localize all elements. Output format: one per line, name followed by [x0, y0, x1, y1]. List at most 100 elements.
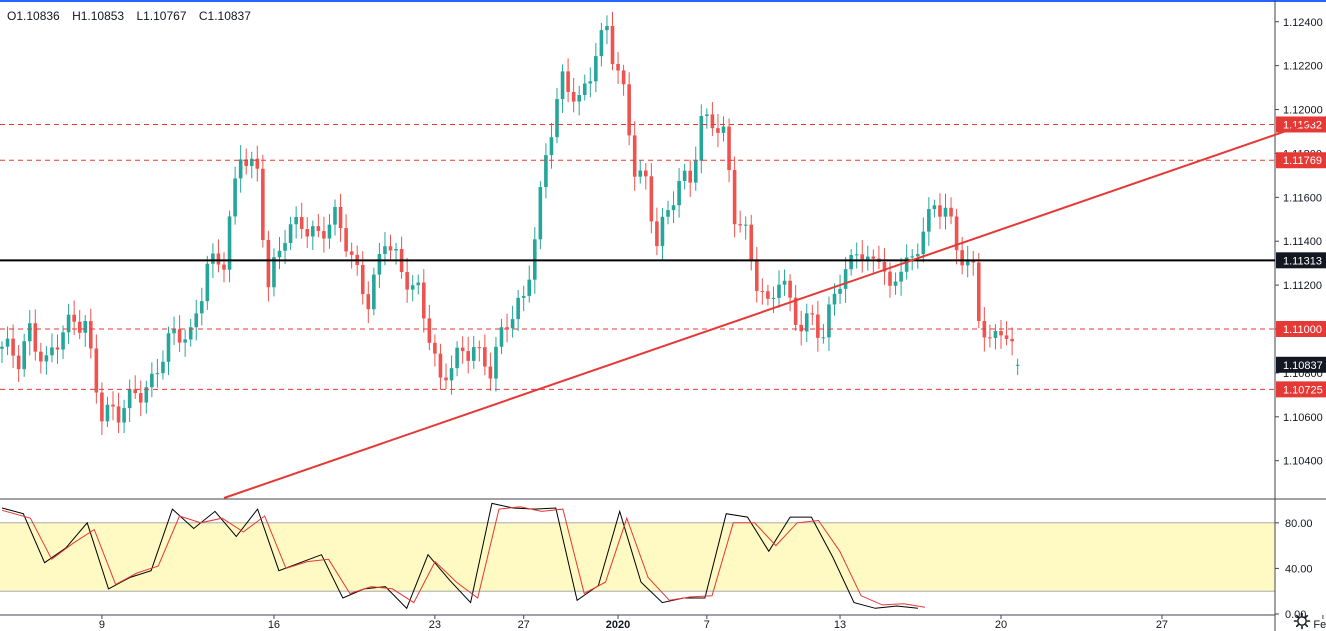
- candle-body: [1010, 338, 1014, 342]
- candle-body: [133, 389, 137, 394]
- candle-body: [283, 243, 287, 251]
- candle-body: [510, 319, 515, 329]
- stoch-band: [0, 522, 1275, 592]
- candle-body: [571, 91, 576, 102]
- stoch-k-line: [1, 502, 918, 610]
- candle-body: [960, 250, 964, 266]
- candle-body: [710, 114, 715, 129]
- candle-body: [965, 259, 970, 266]
- candle-body: [427, 318, 432, 343]
- candle-body: [249, 158, 254, 166]
- stoch-tick-label: 0.00: [1285, 609, 1306, 621]
- price-tick-label: 1.11600: [1283, 192, 1322, 204]
- candle-body: [466, 351, 470, 361]
- candle-body: [621, 70, 626, 85]
- candle-body: [488, 366, 493, 379]
- candle-body: [477, 347, 482, 349]
- candle-body: [183, 339, 187, 343]
- candle-body: [977, 262, 981, 321]
- candle-body: [255, 158, 260, 169]
- candle-body: [200, 301, 204, 314]
- level-price-label: 1.11769: [1283, 155, 1322, 167]
- candle-body: [888, 271, 892, 286]
- candle-body: [261, 168, 265, 240]
- candle-body: [327, 224, 332, 239]
- candle-body: [788, 280, 792, 298]
- candle-body: [943, 207, 948, 217]
- candle-body: [693, 160, 698, 183]
- candle-body: [499, 327, 504, 347]
- time-tick-label: 13: [834, 619, 846, 631]
- candle-body: [993, 331, 998, 338]
- candle-body: [649, 176, 654, 222]
- candle-body: [666, 210, 670, 217]
- candle-body: [39, 351, 43, 362]
- gear-icon[interactable]: [1292, 612, 1312, 630]
- price-tick-label: 1.10600: [1283, 412, 1323, 424]
- time-tick-label: 2020: [606, 619, 630, 631]
- candle-body: [716, 128, 720, 133]
- candle-body: [632, 135, 637, 177]
- candle-body: [749, 224, 754, 262]
- candle-body: [244, 159, 248, 166]
- candle-body: [116, 406, 121, 423]
- candle-body: [216, 253, 221, 265]
- candle-body: [366, 294, 371, 310]
- candle-body: [433, 342, 437, 354]
- candle-body: [233, 178, 237, 217]
- candle-body: [904, 257, 909, 272]
- candle-body: [688, 170, 692, 183]
- candle-body: [205, 263, 210, 302]
- candle-body: [682, 170, 687, 181]
- candle-body: [22, 341, 26, 370]
- candle-body: [138, 393, 143, 403]
- candle-body: [44, 355, 49, 362]
- candle-body: [899, 271, 903, 282]
- candle-body: [610, 25, 615, 64]
- candle-body: [866, 256, 870, 262]
- candle-body: [582, 83, 587, 96]
- candle-body: [455, 347, 459, 369]
- candle-body: [671, 205, 676, 211]
- candle-body: [949, 207, 953, 217]
- candle-body: [89, 321, 93, 349]
- candle-body: [605, 25, 609, 31]
- price-tick-label: 1.12200: [1283, 61, 1323, 73]
- candle-body: [849, 254, 853, 270]
- level-price-label: 1.11313: [1283, 255, 1322, 267]
- candle-body: [594, 56, 598, 82]
- candle-body: [460, 347, 465, 352]
- candle-body: [705, 114, 709, 116]
- candle-body: [288, 224, 293, 244]
- candle-body: [483, 347, 487, 367]
- candle-body: [322, 231, 326, 239]
- candle-body: [599, 30, 604, 57]
- candle-body: [494, 346, 498, 379]
- candle-body: [677, 180, 681, 206]
- candle-body: [699, 115, 704, 161]
- last-price-label: 1.10837: [1283, 360, 1323, 372]
- candle-body: [538, 187, 543, 240]
- stoch-d-line: [1, 506, 926, 608]
- candle-body: [438, 353, 443, 378]
- candle-body: [871, 256, 876, 259]
- level-price-tag: [1276, 116, 1326, 133]
- candle-body: [410, 285, 415, 290]
- candle-body: [338, 206, 343, 229]
- time-tick-label: 16: [268, 619, 280, 631]
- candle-body: [55, 347, 60, 350]
- candle-body: [111, 404, 115, 407]
- price-tick-label: 1.12000: [1283, 105, 1323, 117]
- candle-body: [311, 226, 315, 237]
- candle-body: [27, 323, 32, 342]
- candle-body: [771, 297, 776, 299]
- candle-body: [932, 205, 937, 210]
- candle-body: [33, 323, 38, 352]
- ohlc-close: C1.10837: [198, 9, 251, 23]
- candle-body: [732, 170, 737, 225]
- stoch-tick-label: 40.00: [1285, 563, 1313, 575]
- candle-body: [449, 368, 454, 381]
- price-tick-label: 1.12400: [1283, 17, 1323, 29]
- candle-body: [782, 280, 787, 285]
